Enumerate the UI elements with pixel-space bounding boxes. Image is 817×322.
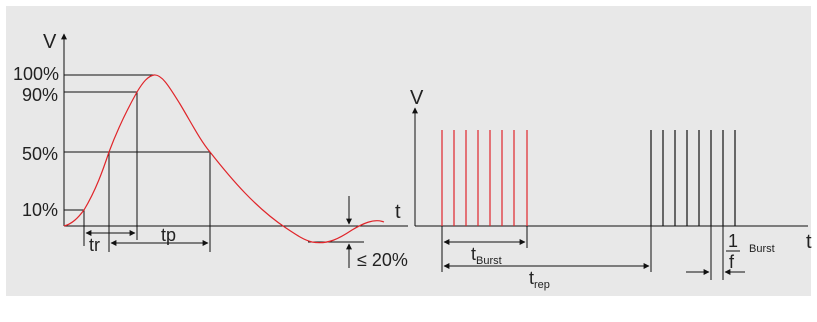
rep-period-label: trep (529, 268, 550, 291)
undershoot-label: ≤ 20% (357, 250, 408, 270)
pulse-duration-label: tp (161, 225, 176, 245)
freq-numerator: 1 (728, 231, 738, 251)
burst-duration-subscript: Burst (476, 255, 502, 267)
rise-time-label: tr (89, 235, 100, 255)
level-90-label: 90% (22, 85, 58, 105)
burst-2 (650, 130, 736, 226)
pulse-v-axis-label: V (43, 31, 57, 53)
burst-1 (441, 130, 528, 226)
diagram-panel (6, 6, 811, 296)
burst-duration-symbol: t (471, 244, 476, 264)
burst-t-axis-label: t (806, 231, 812, 253)
pulse-curve (63, 74, 385, 244)
burst-v-axis-label: V (410, 87, 424, 109)
pulse-t-axis-label: t (395, 201, 401, 223)
burst-duration-label: tBurst (471, 244, 502, 267)
rep-period-subscript: rep (534, 279, 550, 291)
level-100-label: 100% (13, 64, 59, 84)
level-50-label: 50% (22, 144, 58, 164)
burst-diagram (412, 107, 808, 280)
rep-period-symbol: t (529, 268, 534, 288)
freq-subscript: Burst (749, 243, 775, 255)
level-10-label: 10% (22, 200, 58, 220)
pulse-diagram (61, 33, 408, 268)
freq-denominator: f (729, 252, 735, 272)
